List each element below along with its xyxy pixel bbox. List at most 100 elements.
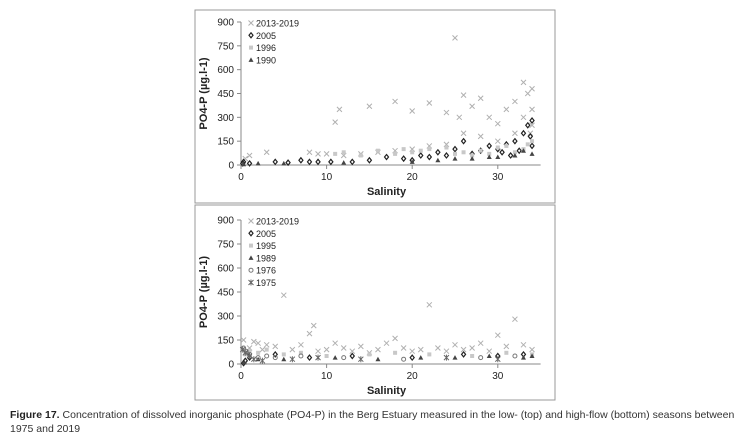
data-point [285, 159, 291, 167]
x-tick-label: 0 [238, 172, 244, 183]
data-point [263, 341, 270, 348]
data-point [516, 147, 522, 155]
y-tick-label: 450 [217, 288, 234, 299]
data-point [349, 158, 356, 166]
data-point [503, 343, 510, 350]
data-point [393, 350, 398, 355]
series-1989 [241, 353, 535, 365]
data-point [264, 353, 270, 359]
data-point [520, 355, 526, 360]
legend-marker [248, 57, 254, 62]
chart-panel-top: 0 150 300 450 600 750 900 0 10 20 30 Salinity PO4-P … [194, 9, 556, 204]
figure-caption: Figure 17. Concentration of dissolved in… [10, 408, 740, 436]
data-point [281, 352, 286, 357]
data-point [298, 353, 304, 359]
y-tick-label: 600 [217, 264, 234, 275]
data-point [443, 348, 450, 355]
data-point [527, 132, 534, 140]
data-point [323, 151, 330, 157]
y-tick-label: 750 [217, 240, 234, 251]
data-point [435, 148, 441, 156]
x-tick-label: 30 [492, 172, 504, 183]
data-point [443, 152, 450, 159]
data-point [456, 114, 463, 121]
data-point [298, 156, 304, 164]
legend-label: 1995 [256, 241, 276, 251]
data-point [529, 346, 535, 353]
data-point [494, 120, 501, 127]
data-point [529, 117, 535, 124]
data-point [417, 152, 424, 159]
data-point [246, 353, 253, 359]
x-tick-label: 20 [407, 371, 419, 382]
data-point [310, 322, 317, 329]
data-point [417, 346, 424, 353]
data-point [470, 153, 475, 158]
data-point [477, 95, 484, 102]
data-point [289, 356, 296, 363]
panel-frame [194, 204, 556, 401]
y-tick-label: 600 [217, 65, 234, 76]
caption-label: Figure 17. [10, 409, 60, 421]
data-point [504, 143, 509, 148]
legend-label: 2005 [256, 31, 276, 41]
data-point [392, 335, 398, 342]
data-point [272, 355, 278, 361]
data-point [427, 147, 432, 152]
data-point [241, 161, 247, 167]
data-point [272, 158, 279, 166]
data-point [486, 154, 492, 160]
data-point [375, 346, 381, 353]
y-axis-label: PO4-P (µg.l-1) [198, 256, 210, 328]
legend-marker [248, 255, 254, 260]
data-point [499, 148, 505, 156]
data-point [367, 352, 372, 357]
data-point [494, 356, 501, 363]
data-point [306, 158, 313, 166]
caption-text: Concentration of dissolved inorganic pho… [10, 409, 735, 435]
data-point [241, 359, 247, 365]
data-point [358, 153, 363, 158]
legend-marker [248, 31, 254, 39]
data-point [246, 159, 253, 167]
data-point [435, 157, 441, 163]
data-point [529, 106, 535, 113]
data-point [281, 356, 287, 362]
data-point [477, 133, 484, 140]
x-tick-label: 30 [492, 371, 504, 382]
data-point [409, 354, 415, 362]
data-point [250, 356, 257, 363]
data-point [256, 350, 261, 355]
data-point [332, 355, 338, 360]
data-point [487, 151, 492, 156]
legend-label: 2013-2019 [256, 19, 299, 29]
data-point [495, 145, 500, 150]
y-tick-label: 900 [217, 216, 234, 227]
data-point [332, 340, 339, 347]
legend-label: 1975 [256, 278, 276, 288]
data-point [333, 151, 338, 156]
data-point [298, 350, 303, 355]
data-point [401, 356, 407, 362]
data-point [435, 345, 441, 351]
data-point [341, 160, 347, 165]
data-point [427, 352, 432, 357]
data-point [336, 106, 343, 113]
data-point [409, 348, 416, 355]
data-point [375, 148, 380, 153]
data-point [452, 156, 458, 161]
data-point [259, 357, 266, 364]
data-point [349, 352, 356, 360]
data-point [452, 341, 458, 348]
data-point [512, 316, 518, 323]
panel-frame [194, 9, 556, 204]
data-point [409, 108, 416, 114]
legend-label: 2005 [256, 229, 276, 239]
data-point [409, 159, 415, 164]
data-point [520, 148, 526, 153]
data-point [443, 109, 450, 116]
data-point [512, 137, 518, 145]
data-point [507, 152, 514, 159]
data-point [469, 156, 475, 161]
